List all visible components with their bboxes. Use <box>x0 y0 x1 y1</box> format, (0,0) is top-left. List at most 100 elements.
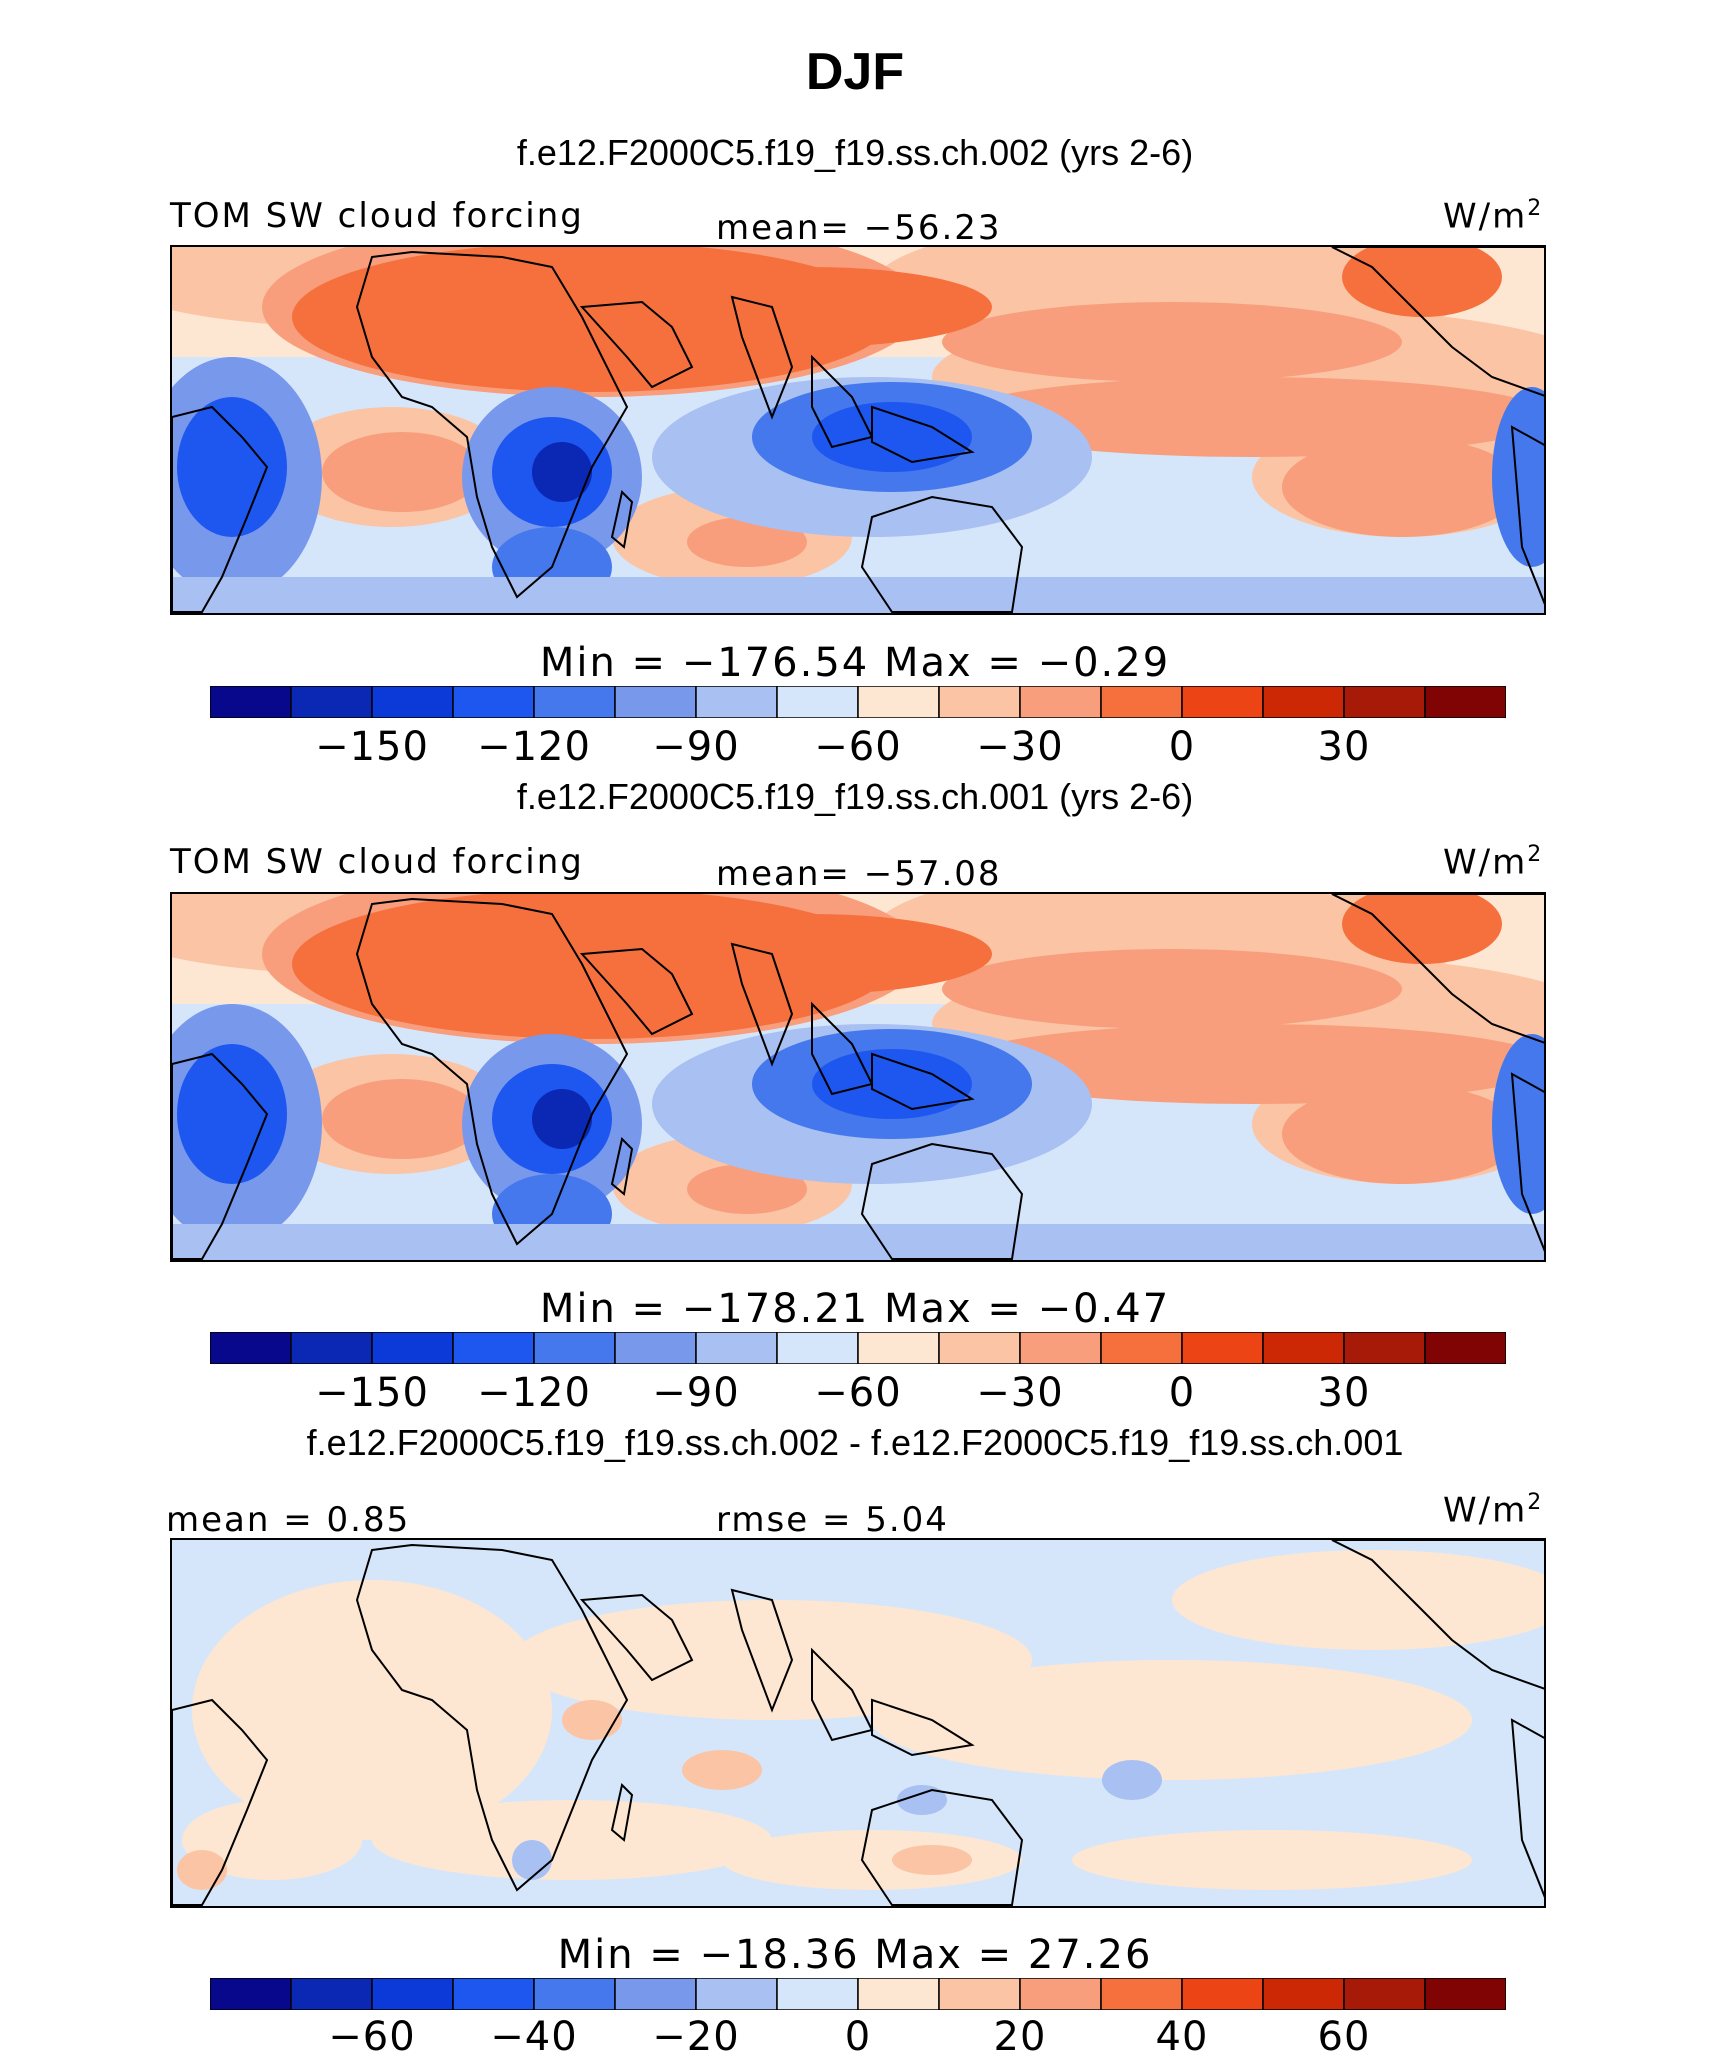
field-contour <box>632 914 992 994</box>
panel-3-rmse-label: rmse = 5.04 <box>716 1500 949 1540</box>
coastline <box>730 942 794 1067</box>
field-contour <box>1342 247 1502 317</box>
colorbar-tick-label: −60 <box>814 724 902 770</box>
coastline <box>860 1788 1024 1906</box>
field-contour <box>372 1800 772 1880</box>
colorbar-swatch <box>290 1332 373 1364</box>
field-contour <box>322 1079 482 1159</box>
field-contour <box>942 949 1402 1029</box>
colorbar-swatch <box>210 686 292 718</box>
colorbar-tick-label: −120 <box>477 724 591 770</box>
colorbar-swatch <box>857 686 940 718</box>
field-contour <box>512 1840 552 1880</box>
coastline <box>172 1052 269 1260</box>
coastline <box>871 1698 975 1757</box>
panel-3-minmax: Min = −18.36 Max = 27.26 <box>557 1932 1153 1978</box>
panel-2-minmax: Min = −178.21 Max = −0.47 <box>539 1286 1171 1332</box>
colorbar-tick-label: −150 <box>315 724 429 770</box>
panel-3-title: f.e12.F2000C5.f19_f19.ss.ch.002 - f.e12.… <box>306 1422 1404 1463</box>
field-contour <box>632 267 992 347</box>
panel-2-mean-label: mean= −57.08 <box>716 854 1002 894</box>
colorbar-swatch <box>1100 1978 1183 2010</box>
coastline <box>730 295 794 420</box>
colorbar-swatch <box>1019 686 1102 718</box>
colorbar-swatch <box>1019 1332 1102 1364</box>
colorbar-tick-label: 60 <box>1317 2014 1371 2060</box>
field-contour <box>532 1089 592 1149</box>
colorbar-swatch <box>371 1332 454 1364</box>
field-contour <box>687 1164 807 1214</box>
colorbar-swatch <box>1262 686 1345 718</box>
coastline <box>811 1001 874 1096</box>
colorbar-swatch <box>290 686 373 718</box>
field-contour <box>1072 1830 1472 1890</box>
coastline <box>1331 894 1544 1044</box>
colorbar-swatch <box>452 1978 535 2010</box>
field-contour <box>177 1044 287 1184</box>
panel-2-field <box>172 894 1544 1260</box>
colorbar-swatch <box>1019 1978 1102 2010</box>
colorbar-swatch <box>1343 1978 1426 2010</box>
panel-1-field <box>172 247 1544 613</box>
field-contour <box>897 1785 947 1815</box>
panel-1-minmax: Min = −176.54 Max = −0.29 <box>539 640 1171 686</box>
field-contour <box>942 302 1402 382</box>
panel-2-map <box>170 892 1546 1262</box>
colorbar-tick-label: 40 <box>1155 2014 1209 2060</box>
colorbar-swatch <box>776 1332 859 1364</box>
panel-1-title: f.e12.F2000C5.f19_f19.ss.ch.002 (yrs 2-6… <box>516 132 1194 173</box>
colorbar-swatch <box>371 686 454 718</box>
field-contour <box>722 1830 1022 1890</box>
colorbar-swatch <box>1262 1978 1345 2010</box>
colorbar-tick-label: −150 <box>315 1370 429 1416</box>
field-contour <box>177 397 287 537</box>
panel-3-units: W/m2 <box>1443 1490 1544 1531</box>
colorbar-swatch <box>695 1332 778 1364</box>
colorbar-swatch <box>614 686 697 718</box>
field-contour <box>1282 437 1522 537</box>
panel-3-mean-label: mean = 0.85 <box>166 1500 411 1540</box>
colorbar-swatch <box>533 686 616 718</box>
field-contour <box>177 1850 227 1890</box>
panel-3-map <box>170 1538 1546 1908</box>
field-contour <box>1492 1034 1544 1214</box>
panel-1-colorbar-ticks: −150 −120 −90 −60 −30 0 30 <box>0 724 1710 774</box>
colorbar-tick-label: −120 <box>477 1370 591 1416</box>
coastline <box>811 354 874 449</box>
panel-2-colorbar <box>210 1332 1506 1364</box>
coastline <box>871 1052 975 1111</box>
colorbar-tick-label: 30 <box>1317 1370 1371 1416</box>
panel-1-units: W/m2 <box>1443 196 1544 237</box>
panel-3-colorbar-ticks: −60 −40 −20 0 20 40 60 <box>0 2014 1710 2064</box>
field-contour <box>1492 387 1544 567</box>
panel-1-mean-label: mean= −56.23 <box>716 208 1002 248</box>
colorbar-tick-label: −30 <box>976 724 1064 770</box>
field-contour <box>812 1049 972 1119</box>
field-contour <box>952 377 1544 457</box>
field-contour <box>1102 1760 1162 1800</box>
coastline <box>355 1543 629 1892</box>
coastline <box>610 490 634 549</box>
field-contour <box>952 1024 1544 1104</box>
colorbar-tick-label: −60 <box>814 1370 902 1416</box>
coastline <box>811 1647 874 1742</box>
field-contour <box>322 432 482 512</box>
colorbar-swatch <box>1100 686 1183 718</box>
colorbar-swatch <box>1100 1332 1183 1364</box>
coastline <box>355 250 629 599</box>
coastline <box>1331 1540 1544 1690</box>
colorbar-tick-label: −30 <box>976 1370 1064 1416</box>
field-contour <box>1282 1084 1522 1184</box>
panel-3-field <box>172 1540 1544 1906</box>
field-contour <box>687 517 807 567</box>
field-background <box>172 1224 1544 1260</box>
field-contour <box>562 1700 622 1740</box>
panel-1-variable-label: TOM SW cloud forcing <box>170 196 584 236</box>
colorbar-swatch <box>1424 1978 1506 2010</box>
colorbar-swatch <box>210 1978 292 2010</box>
panel-2-variable-label: TOM SW cloud forcing <box>170 842 584 882</box>
colorbar-tick-label: −90 <box>652 724 740 770</box>
colorbar-tick-label: −40 <box>490 2014 578 2060</box>
colorbar-swatch <box>776 1978 859 2010</box>
colorbar-swatch <box>857 1332 940 1364</box>
